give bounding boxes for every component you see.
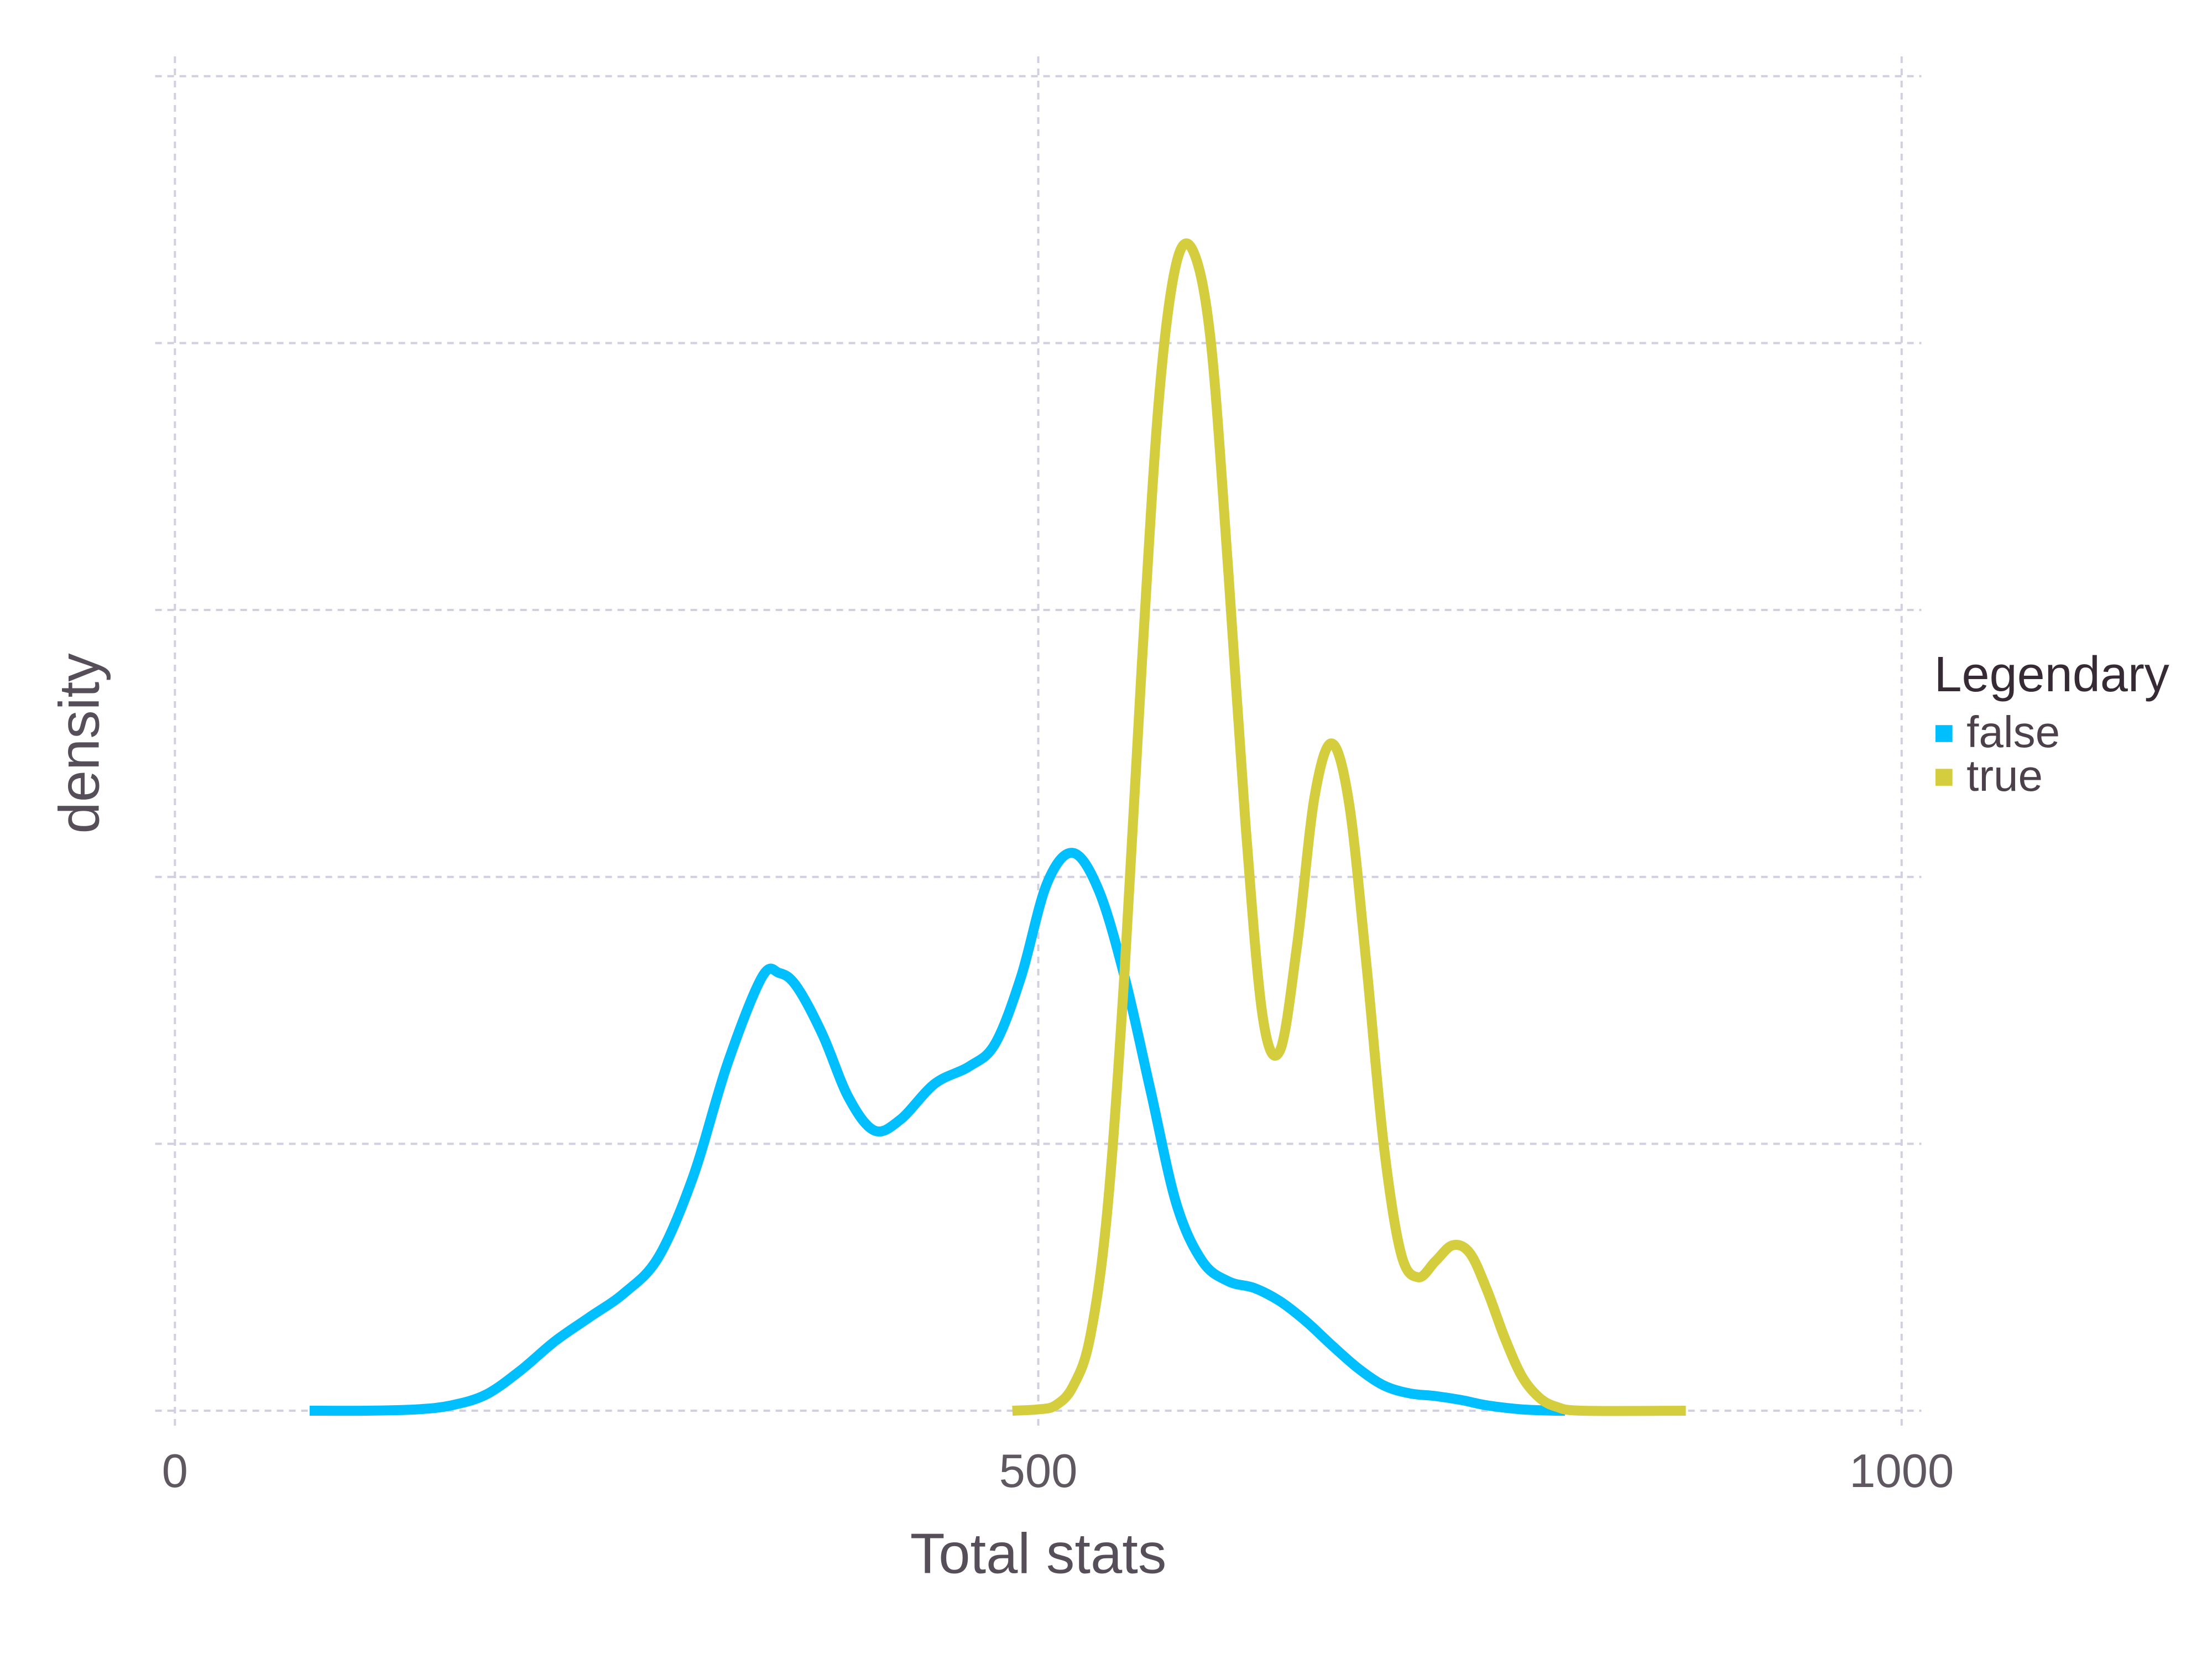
x-axis-label: Total stats <box>910 1521 1167 1585</box>
x-tick-label-1: 500 <box>999 1445 1078 1498</box>
legend-swatch-false <box>1936 725 1953 742</box>
x-tick-label-2: 1000 <box>1849 1445 1954 1498</box>
legend-label-false: false <box>1966 707 2060 757</box>
legend-swatch-true <box>1936 769 1953 786</box>
grid <box>155 56 1922 1431</box>
series-line-true <box>1012 238 1686 1416</box>
legend-label-true: true <box>1966 751 2043 800</box>
x-axis-ticks: 0 500 1000 <box>162 1445 1954 1498</box>
x-tick-label-0: 0 <box>162 1445 188 1498</box>
legend-title: Legendary <box>1934 647 2169 702</box>
plot-area <box>309 238 1686 1416</box>
series-line-false <box>309 848 1566 1416</box>
y-axis-label: density <box>48 653 111 834</box>
